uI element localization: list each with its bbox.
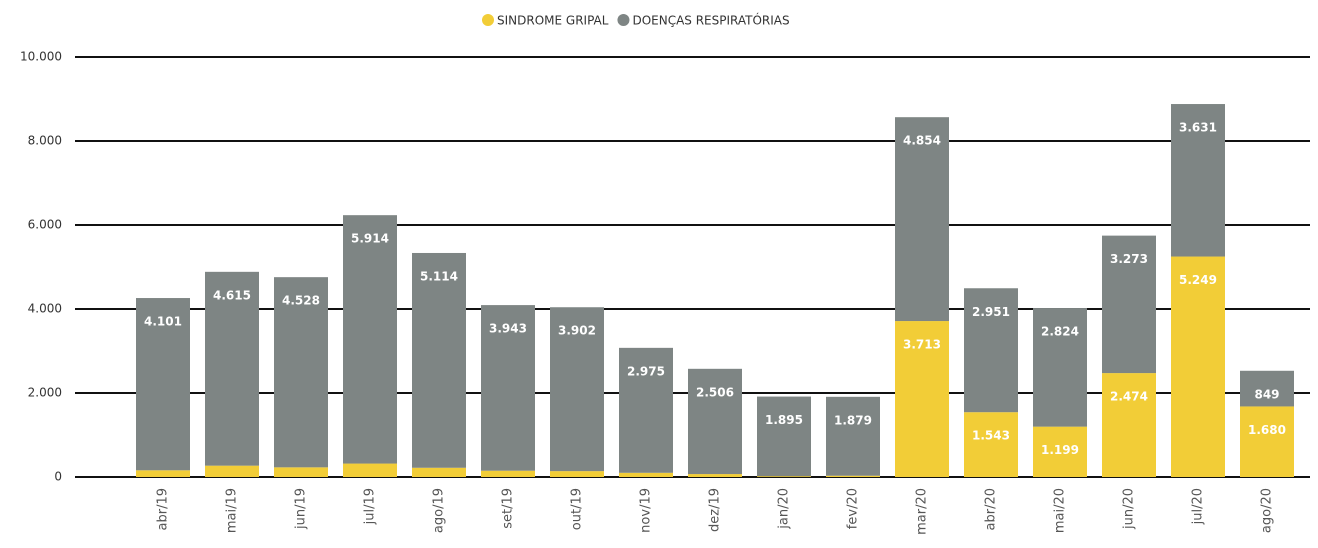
- bar-segment: [688, 474, 742, 477]
- y-tick-label: 4.000: [28, 302, 62, 316]
- data-label: 4.528: [282, 294, 320, 308]
- data-label: 2.951: [972, 305, 1010, 319]
- bar-segment: [343, 215, 397, 464]
- data-label: 4.101: [144, 315, 182, 329]
- data-label: 1.199: [1041, 443, 1079, 457]
- data-label: 3.273: [1110, 252, 1148, 266]
- data-label: 3.943: [489, 322, 527, 336]
- bar-segment: [1171, 104, 1225, 257]
- data-label: 5.114: [420, 269, 458, 283]
- x-tick-label: jun/20: [1122, 488, 1137, 530]
- bar-segment: [343, 463, 397, 477]
- y-tick-label: 10.000: [20, 50, 62, 64]
- x-tick-label: ago/20: [1260, 488, 1275, 533]
- data-label: 3.713: [903, 338, 941, 352]
- bar-segment: [412, 467, 466, 477]
- data-label: 3.902: [558, 324, 596, 338]
- bar-segment: [481, 305, 535, 471]
- x-tick-label: mai/20: [1053, 488, 1068, 533]
- bar-segment: [1102, 235, 1156, 374]
- bar-segment: [136, 298, 190, 471]
- bar-segment: [1240, 370, 1294, 407]
- x-tick-label: nov/19: [639, 488, 654, 533]
- bar-segment: [1033, 308, 1087, 427]
- x-tick-label: mai/19: [225, 488, 240, 533]
- legend-label: SINDROME GRIPAL: [497, 14, 609, 28]
- x-tick-label: jan/20: [777, 488, 792, 530]
- bar-segment: [964, 412, 1018, 477]
- data-label: 4.615: [213, 288, 251, 302]
- bar-segment: [619, 472, 673, 477]
- bar-segment: [136, 470, 190, 477]
- bar-segment: [895, 117, 949, 322]
- x-tick-label: ago/19: [432, 488, 447, 533]
- x-tick-label: abr/20: [984, 488, 999, 531]
- bar-segment: [895, 321, 949, 477]
- data-label: 1.680: [1248, 423, 1286, 437]
- data-label: 4.854: [903, 134, 941, 148]
- bar-segment: [550, 471, 604, 477]
- bar-segment: [550, 307, 604, 472]
- legend-swatch: [617, 14, 630, 26]
- bar-segment: [274, 467, 328, 477]
- data-label: 2.824: [1041, 325, 1079, 339]
- bar-segment: [826, 475, 880, 477]
- bar-segment: [1240, 406, 1294, 477]
- data-label: 1.895: [765, 413, 803, 427]
- data-label: 2.975: [627, 364, 665, 378]
- data-label: 5.914: [351, 232, 389, 246]
- data-label: 1.879: [834, 413, 872, 427]
- y-tick-label: 8.000: [28, 134, 62, 148]
- x-tick-label: out/19: [570, 488, 585, 530]
- bar-segment: [757, 396, 811, 477]
- bar-segment: [619, 347, 673, 473]
- bar-segment: [1171, 256, 1225, 477]
- data-label: 1.543: [972, 429, 1010, 443]
- x-tick-label: jul/19: [363, 488, 378, 525]
- y-tick-label: 0: [54, 470, 62, 484]
- y-tick-label: 6.000: [28, 218, 62, 232]
- x-tick-label: mar/20: [915, 488, 930, 535]
- legend-swatch: [482, 14, 494, 26]
- bar-segment: [274, 277, 328, 468]
- bar-segment: [1102, 373, 1156, 477]
- x-tick-label: jun/19: [294, 488, 309, 530]
- bar-segment: [757, 476, 811, 477]
- x-tick-label: abr/19: [156, 488, 171, 531]
- bar-segment: [964, 288, 1018, 413]
- data-label: 2.506: [696, 385, 734, 399]
- data-label: 2.474: [1110, 390, 1148, 404]
- x-tick-label: fev/20: [846, 488, 861, 529]
- bar-segment: [481, 470, 535, 477]
- x-tick-label: set/19: [501, 488, 516, 529]
- bar-segment: [412, 252, 466, 468]
- bar-segment: [826, 396, 880, 476]
- data-label: 849: [1254, 387, 1279, 401]
- x-tick-label: jul/20: [1191, 488, 1206, 525]
- bar-segment: [205, 271, 259, 466]
- y-tick-label: 2.000: [28, 386, 62, 400]
- bar-segment: [205, 465, 259, 477]
- data-label: 3.631: [1179, 121, 1217, 135]
- legend-label: DOENÇAS RESPIRATÓRIAS: [632, 13, 789, 28]
- data-label: 5.249: [1179, 273, 1217, 287]
- bar-segment: [1033, 426, 1087, 477]
- bar-segment: [688, 368, 742, 475]
- x-tick-label: dez/19: [708, 488, 723, 532]
